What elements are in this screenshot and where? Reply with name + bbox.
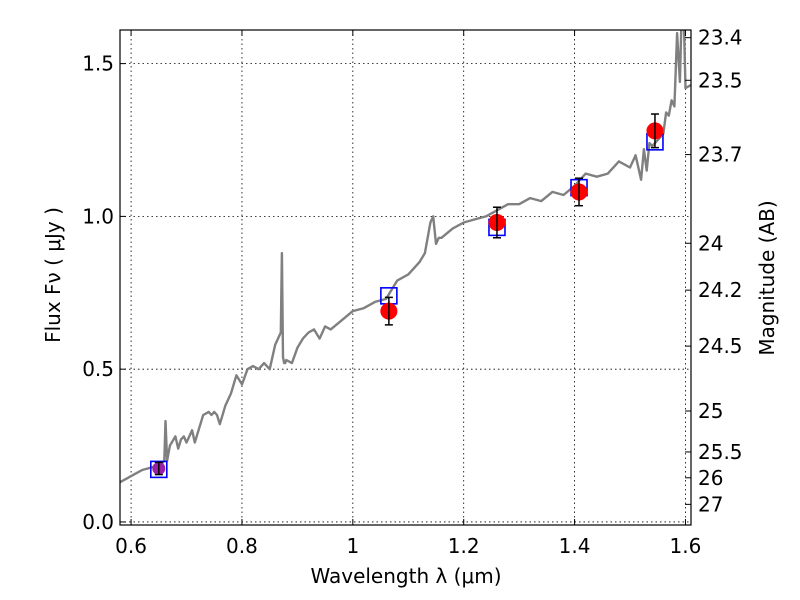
mag-tick-label: 24 [698, 231, 723, 255]
x-tick-label: 1.4 [559, 534, 591, 558]
y-tick-label: 0.0 [82, 510, 114, 534]
spectrum-layer [120, 30, 691, 484]
y-tick-label: 1.0 [82, 204, 114, 228]
y-tick-label: 1.5 [82, 52, 114, 76]
x-tick-label: 0.8 [226, 534, 258, 558]
y-axis-label: Flux Fν ( μJy ) [41, 207, 65, 343]
mag-tick-label: 25 [698, 399, 723, 423]
mag-tick-label: 24.5 [698, 334, 743, 358]
x-tick-label: 1 [346, 534, 359, 558]
mag-tick-label: 26 [698, 466, 723, 490]
mag-tick-label: 23.5 [698, 68, 743, 92]
mag-tick-label: 23.7 [698, 143, 743, 167]
photometry-layer [150, 113, 664, 479]
mag-tick-label: 24.2 [698, 278, 743, 302]
grid-lines [120, 30, 691, 525]
x-axis-label: Wavelength λ (μm) [310, 564, 501, 588]
plot-frame [119, 29, 692, 526]
model-photometry-square [150, 460, 168, 479]
right-axis-label: Magnitude (AB) [755, 200, 779, 355]
x-tick-label: 1.2 [448, 534, 480, 558]
spectrum-line [120, 30, 691, 484]
x-tick-label: 0.6 [115, 534, 147, 558]
y-tick-label: 0.5 [82, 357, 114, 381]
mag-tick-label: 25.5 [698, 440, 743, 464]
mag-tick-label: 27 [698, 492, 723, 516]
x-tick-label: 1.6 [670, 534, 702, 558]
mag-tick-label: 23.4 [698, 26, 743, 50]
axes-layer: 0.6 0.8 1 1.2 1.4 1.6 0.0 0.5 1.0 1.5 23.4 23.5 23.7… [82, 26, 742, 558]
